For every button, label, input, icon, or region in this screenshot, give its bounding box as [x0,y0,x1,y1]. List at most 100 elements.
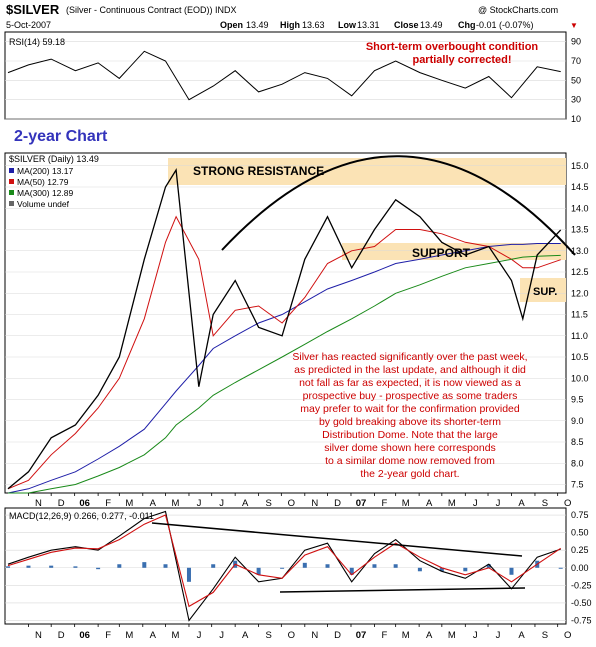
y-tick-label: 10 [571,114,581,124]
close-value: 13.49 [420,20,443,30]
ma300-line [8,254,561,494]
low-value: 13.31 [357,20,380,30]
x-tick-label: M [125,498,133,509]
macd-hist-bar [280,567,285,569]
macd-signal-line [7,514,562,608]
y-tick-label: 13.5 [571,225,589,235]
y-tick-label: 11.5 [571,310,588,320]
macd-hist-bar [463,567,468,572]
rsi-note-line2: partially corrected! [412,54,511,66]
x-tick-label: S [265,498,271,509]
x-tick-label: O [288,498,295,509]
x-tick-label: J [496,498,501,509]
x-tick-label: M [172,498,180,509]
x-tick-label: M [172,630,180,641]
high-label: High [280,20,300,30]
support-zone [342,243,566,260]
rsi-panel [4,31,567,120]
macd-hist-bar [417,567,422,572]
macd-hist-bar [186,567,191,582]
x-tick-label: D [334,630,341,641]
y-tick-label: 8.5 [571,437,584,447]
macd-hist-bar [302,562,307,568]
ma200-line [7,243,561,494]
x-tick-label: J [219,498,224,509]
macd-panel [4,507,567,625]
x-tick-label: A [242,630,249,641]
macd-hist-bar [256,567,261,575]
x-tick-label: F [382,630,388,641]
commentary-line: not fall as far as expected, it is now v… [299,377,521,389]
rsi-grid: 10 30 50 70 90 [5,37,581,124]
y-tick-label: 90 [571,37,581,47]
x-tick-label: S [265,630,271,641]
y-tick-label: 12.0 [571,288,589,298]
macd-grid: -0.75 -0.50 -0.25 0.00 0.25 0.50 0.75 [5,510,592,625]
price-line [7,168,562,490]
description: (Silver - Continuous Contract (EOD)) IND… [66,5,237,15]
chg-value: -0.01 (-0.07%) [476,20,534,30]
ma50-line [7,215,561,490]
x-axis: N D 06 F M A M J J A S O N D 07 F M A M J J A S O N D 06 F M A M J J A S O N… [28,493,571,641]
x-tick-label: N [35,498,42,509]
commentary-line: silver dome shown here corresponds [324,442,496,454]
macd-hist-bar [211,564,216,568]
x-tick-label: J [473,630,478,641]
legend-volume-swatch [9,201,14,206]
x-tick-label: F [382,498,388,509]
copyright: @ StockCharts.com [478,5,558,15]
macd-histogram [6,560,563,582]
legend-ma300-swatch [9,190,14,195]
legend-ma200-swatch [9,168,14,173]
legend-ma300: MA(300) 12.89 [17,188,73,198]
distribution-dome [221,155,576,256]
x-tick-label: N [311,630,318,641]
macd-hist-bar [117,564,122,568]
macd-hist-bar [49,565,54,568]
price-grid: 7.5 8.0 8.5 9.0 9.5 10.0 10.5 11.0 11.5 12.0 12.5 1… [5,161,589,490]
rsi-line [7,50,561,101]
legend-volume: Volume undef [17,199,70,209]
commentary-line: the 2-year gold chart. [360,468,459,480]
y-tick-label: 0.25 [571,545,589,555]
macd-label: MACD(12,26,9) 0.266, 0.277, -0.011 [9,511,154,521]
commentary: Silver has reacted significantly over th… [292,351,527,480]
legend-ma50-swatch [9,179,14,184]
y-tick-label: 0.75 [571,510,589,520]
y-tick-label: 9.5 [571,395,584,405]
macd-hist-bar [73,566,78,568]
x-tick-label: 06 [79,630,90,641]
commentary-line: prospective buy - prospective as some tr… [303,390,518,402]
macd-hist-bar [558,567,563,569]
low-label: Low [338,20,357,30]
x-tick-label: O [288,630,295,641]
macd-hist-bar [142,562,147,568]
y-tick-label: 11.0 [571,331,588,341]
x-tick-label: 07 [356,630,367,641]
y-tick-label: 0.00 [571,563,589,573]
x-tick-label: J [219,630,224,641]
macd-hist-bar [509,567,514,575]
commentary-line: as predicted in the last update, and alt… [294,364,526,376]
y-tick-label: 50 [571,75,581,85]
x-tick-label: O [564,498,571,509]
legend-ma200: MA(200) 13.17 [17,166,73,176]
date: 5-Oct-2007 [6,20,51,30]
macd-hist-bar [486,564,491,568]
commentary-line: may prefer to wait for the confirmation … [300,403,520,415]
macd-hist-bar [439,567,444,572]
y-tick-label: 10.0 [571,373,589,383]
x-tick-label: M [448,630,456,641]
y-tick-label: 30 [571,95,581,105]
macd-hist-bar [163,564,168,568]
price-legend: MA(200) 13.17 MA(50) 12.79 MA(300) 12.89… [9,166,73,209]
x-tick-label: F [105,498,111,509]
x-tick-label: M [125,630,133,641]
price-label: $SILVER (Daily) 13.49 [9,154,99,164]
y-tick-label: 7.5 [571,480,584,490]
open-label: Open [220,20,243,30]
x-tick-label: A [426,498,433,509]
macd-hist-bar [325,564,330,568]
x-tick-label: S [542,630,548,641]
